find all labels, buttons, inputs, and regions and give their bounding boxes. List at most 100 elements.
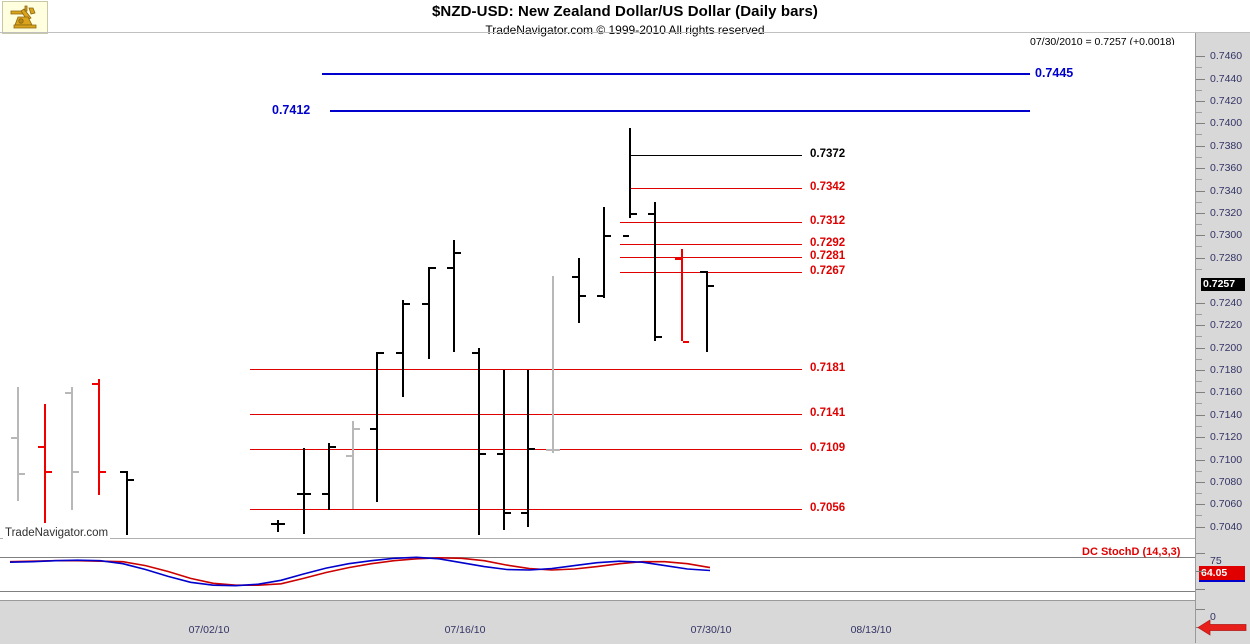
price-level-label[interactable]: 0.7292 — [810, 237, 846, 250]
ohlc-open-tick — [472, 352, 478, 354]
ohlc-open-tick — [297, 493, 303, 496]
ohlc-open-tick — [65, 392, 71, 395]
price-level-tick — [793, 413, 802, 415]
price-axis-tick-mark — [1196, 123, 1205, 125]
price-axis-minor-tick — [1196, 470, 1202, 472]
stoch-axis-upper-label: 75 — [1210, 555, 1222, 567]
price-level-tick — [793, 188, 802, 190]
price-axis-tick-label: 0.7160 — [1210, 386, 1243, 399]
x-axis-tick-label: 07/02/10 — [188, 624, 230, 636]
price-axis-tick-label: 0.7140 — [1210, 408, 1243, 421]
price-level-line[interactable] — [620, 244, 795, 246]
ohlc-close-tick — [46, 470, 52, 473]
price-level-line[interactable] — [620, 256, 795, 258]
ohlc-close-tick — [529, 448, 535, 451]
ohlc-close-tick — [354, 428, 360, 431]
ohlc-close-tick — [73, 470, 79, 473]
ohlc-close-tick — [480, 452, 486, 455]
price-level-line[interactable] — [322, 73, 1030, 75]
ohlc-open-tick — [11, 437, 17, 440]
price-axis-tick-label: 0.7080 — [1210, 475, 1243, 488]
x-axis-tick-label: 08/13/10 — [850, 624, 892, 636]
price-level-line[interactable] — [250, 508, 795, 510]
price-axis-tick-mark — [1196, 101, 1205, 103]
x-axis-tick-label: 07/30/10 — [690, 624, 732, 636]
ohlc-open-tick — [675, 257, 681, 260]
price-axis-tick-label: 0.7200 — [1210, 341, 1243, 354]
ohlc-open-tick — [370, 428, 376, 431]
stochastic-curves — [9, 556, 711, 587]
stoch-axis-tick-mark — [1196, 553, 1205, 554]
price-level-tick — [793, 256, 802, 258]
price-level-label[interactable]: 0.7109 — [810, 442, 846, 455]
price-axis-minor-tick — [1196, 224, 1202, 226]
price-level-label[interactable]: 0.7281 — [810, 249, 846, 262]
ohlc-open-tick — [346, 455, 352, 458]
price-axis-minor-tick — [1196, 134, 1202, 136]
sextant-logo-icon — [3, 2, 47, 33]
price-chart-pane[interactable]: 0.7445 0.7412 0.7372 0.7342 0.7312 0.7292 0.72… — [0, 45, 1195, 539]
scroll-left-arrow-icon[interactable] — [1196, 618, 1248, 637]
stoch-axis-tick-mark — [1196, 609, 1205, 610]
stoch-lower-band-line — [0, 591, 1195, 592]
ohlc-bar — [44, 403, 46, 524]
price-axis[interactable]: 0.7460 0.7440 0.7420 0.7400 0.7380 0.7360 0.73… — [1195, 33, 1250, 643]
price-level-label[interactable]: 0.7372 — [810, 147, 846, 160]
price-level-label[interactable]: 0.7312 — [810, 215, 846, 228]
ohlc-bar — [503, 369, 505, 531]
ohlc-bar — [603, 207, 605, 299]
stoch-value-badge: 64.05 — [1199, 566, 1245, 580]
stoch-upper-band-line — [0, 557, 1195, 558]
price-level-label[interactable]: 0.7342 — [810, 181, 846, 194]
ohlc-bar — [303, 448, 305, 534]
page-title: $NZD-USD: New Zealand Dollar/US Dollar (… — [431, 3, 818, 20]
price-level-line[interactable] — [250, 368, 795, 370]
ohlc-bar — [71, 386, 73, 510]
price-level-label[interactable]: 0.7141 — [810, 406, 846, 419]
chart-header: $NZD-USD: New Zealand Dollar/US Dollar (… — [0, 0, 1250, 37]
price-axis-tick-mark — [1196, 481, 1205, 483]
price-level-line[interactable] — [250, 449, 795, 451]
price-level-line[interactable] — [330, 109, 1030, 112]
price-axis-tick-label: 0.7240 — [1210, 296, 1243, 309]
x-axis-strip[interactable] — [0, 600, 1250, 644]
price-level-line[interactable] — [630, 188, 795, 190]
price-level-tick — [793, 449, 802, 451]
price-level-line[interactable] — [630, 154, 795, 156]
ohlc-close-tick — [128, 478, 134, 481]
price-axis-tick-mark — [1196, 414, 1205, 416]
last-price-badge: 0.7257 — [1201, 277, 1245, 291]
price-axis-minor-tick — [1196, 448, 1202, 450]
ohlc-bar — [428, 266, 430, 359]
ohlc-bar — [629, 127, 631, 218]
price-axis-minor-tick — [1196, 201, 1202, 203]
price-axis-minor-tick — [1196, 358, 1202, 360]
price-level-label[interactable]: 0.7181 — [810, 361, 846, 374]
price-level-label[interactable]: 0.7267 — [810, 265, 846, 278]
price-axis-tick-label: 0.7040 — [1210, 520, 1243, 533]
price-axis-tick-label: 0.7100 — [1210, 453, 1243, 466]
price-axis-tick-mark — [1196, 302, 1205, 304]
price-axis-minor-tick — [1196, 313, 1202, 315]
stochastic-pane[interactable] — [0, 539, 1195, 601]
price-axis-tick-mark — [1196, 257, 1205, 259]
ohlc-open-tick — [447, 266, 453, 269]
price-axis-tick-mark — [1196, 235, 1205, 237]
price-level-label[interactable]: 0.7445 — [1035, 66, 1074, 80]
price-level-label[interactable]: 0.7056 — [810, 501, 846, 514]
price-axis-tick-label: 0.7320 — [1210, 207, 1243, 220]
ohlc-close-tick — [330, 446, 336, 449]
price-axis-tick-mark — [1196, 78, 1205, 80]
price-level-line[interactable] — [250, 413, 795, 415]
price-axis-minor-tick — [1196, 112, 1202, 114]
ohlc-bar — [654, 201, 656, 341]
price-level-line[interactable] — [620, 222, 795, 224]
ohlc-open-tick — [271, 523, 277, 526]
ohlc-bar — [352, 421, 354, 509]
price-level-label[interactable]: 0.7412 — [272, 102, 311, 117]
price-axis-tick-label: 0.7280 — [1210, 251, 1243, 264]
price-axis-tick-mark — [1196, 347, 1205, 349]
ohlc-close-tick — [554, 449, 560, 452]
price-axis-tick-mark — [1196, 369, 1205, 371]
ohlc-bar — [578, 257, 580, 323]
